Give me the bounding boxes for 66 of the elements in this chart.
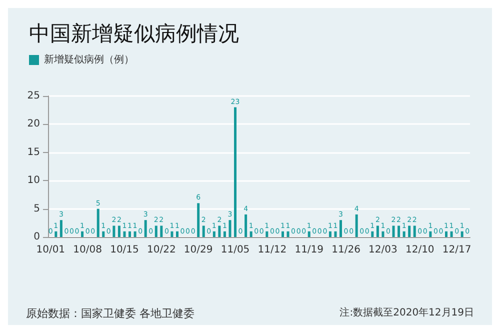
x-tick-label: 11/19 bbox=[294, 244, 324, 256]
text: 注:数据截至2020年12月19日 bbox=[340, 306, 474, 318]
y-tick-label: 15 bbox=[27, 146, 40, 158]
bar bbox=[413, 226, 416, 237]
bar bbox=[355, 214, 358, 237]
bar bbox=[176, 231, 178, 237]
bar bbox=[154, 226, 158, 237]
bar bbox=[460, 231, 464, 237]
x-tick-label: 11/12 bbox=[258, 244, 287, 256]
y-tick-label: 10 bbox=[27, 175, 40, 186]
bar bbox=[197, 203, 200, 237]
chart-title: 中国新增疑似病例情况 bbox=[29, 22, 239, 46]
bar bbox=[60, 220, 62, 237]
bar bbox=[371, 231, 374, 237]
x-tick-label: 10/22 bbox=[147, 244, 176, 256]
x-tick-label: 10/01 bbox=[36, 244, 66, 256]
bar bbox=[328, 231, 332, 237]
bar bbox=[244, 214, 248, 237]
bar bbox=[398, 226, 400, 237]
bar bbox=[218, 226, 221, 237]
x-tick-label: 12/03 bbox=[368, 244, 398, 256]
bar bbox=[112, 226, 116, 237]
x-tick-label: 10/29 bbox=[184, 244, 213, 256]
text: 原始数据：国家卫健委 各地卫健委 bbox=[26, 307, 194, 320]
bar bbox=[340, 220, 342, 237]
legend-label: 新增疑似病例（例） bbox=[44, 54, 134, 66]
bar bbox=[54, 231, 58, 237]
x-tick-label: 12/17 bbox=[442, 244, 472, 256]
bar bbox=[286, 231, 290, 237]
bar bbox=[81, 231, 84, 237]
bar bbox=[450, 231, 453, 237]
bar bbox=[212, 231, 216, 237]
bar bbox=[376, 226, 379, 237]
bar bbox=[281, 231, 284, 237]
bar bbox=[445, 231, 448, 237]
bar bbox=[128, 231, 132, 237]
x-tick-label: 10/15 bbox=[110, 244, 139, 256]
bar bbox=[228, 220, 232, 237]
bar bbox=[429, 231, 432, 237]
bar bbox=[334, 231, 337, 237]
y-tick-label: 5 bbox=[34, 203, 40, 214]
bar bbox=[308, 231, 310, 237]
x-tick-label: 11/26 bbox=[332, 244, 360, 256]
bar bbox=[170, 231, 174, 237]
bar bbox=[96, 208, 100, 237]
bar bbox=[250, 231, 252, 237]
bar bbox=[123, 231, 126, 237]
bar bbox=[134, 231, 136, 237]
bar bbox=[266, 231, 268, 237]
y-tick-label: 0 bbox=[34, 232, 40, 242]
bar bbox=[382, 231, 384, 237]
bar bbox=[234, 107, 237, 237]
x-tick-label: 12/10 bbox=[405, 244, 434, 256]
bar bbox=[202, 226, 205, 237]
x-tick-label: 10/08 bbox=[73, 244, 102, 256]
bar bbox=[160, 226, 163, 237]
bar bbox=[408, 226, 411, 237]
bar bbox=[118, 226, 120, 237]
y-tick-label: 20 bbox=[27, 118, 40, 130]
bar bbox=[223, 231, 226, 237]
bar bbox=[144, 220, 147, 237]
bar bbox=[392, 226, 395, 237]
bar bbox=[402, 231, 406, 237]
y-tick-label: 25 bbox=[27, 90, 40, 102]
bar bbox=[102, 231, 105, 237]
x-tick-label: 11/05 bbox=[220, 244, 250, 256]
